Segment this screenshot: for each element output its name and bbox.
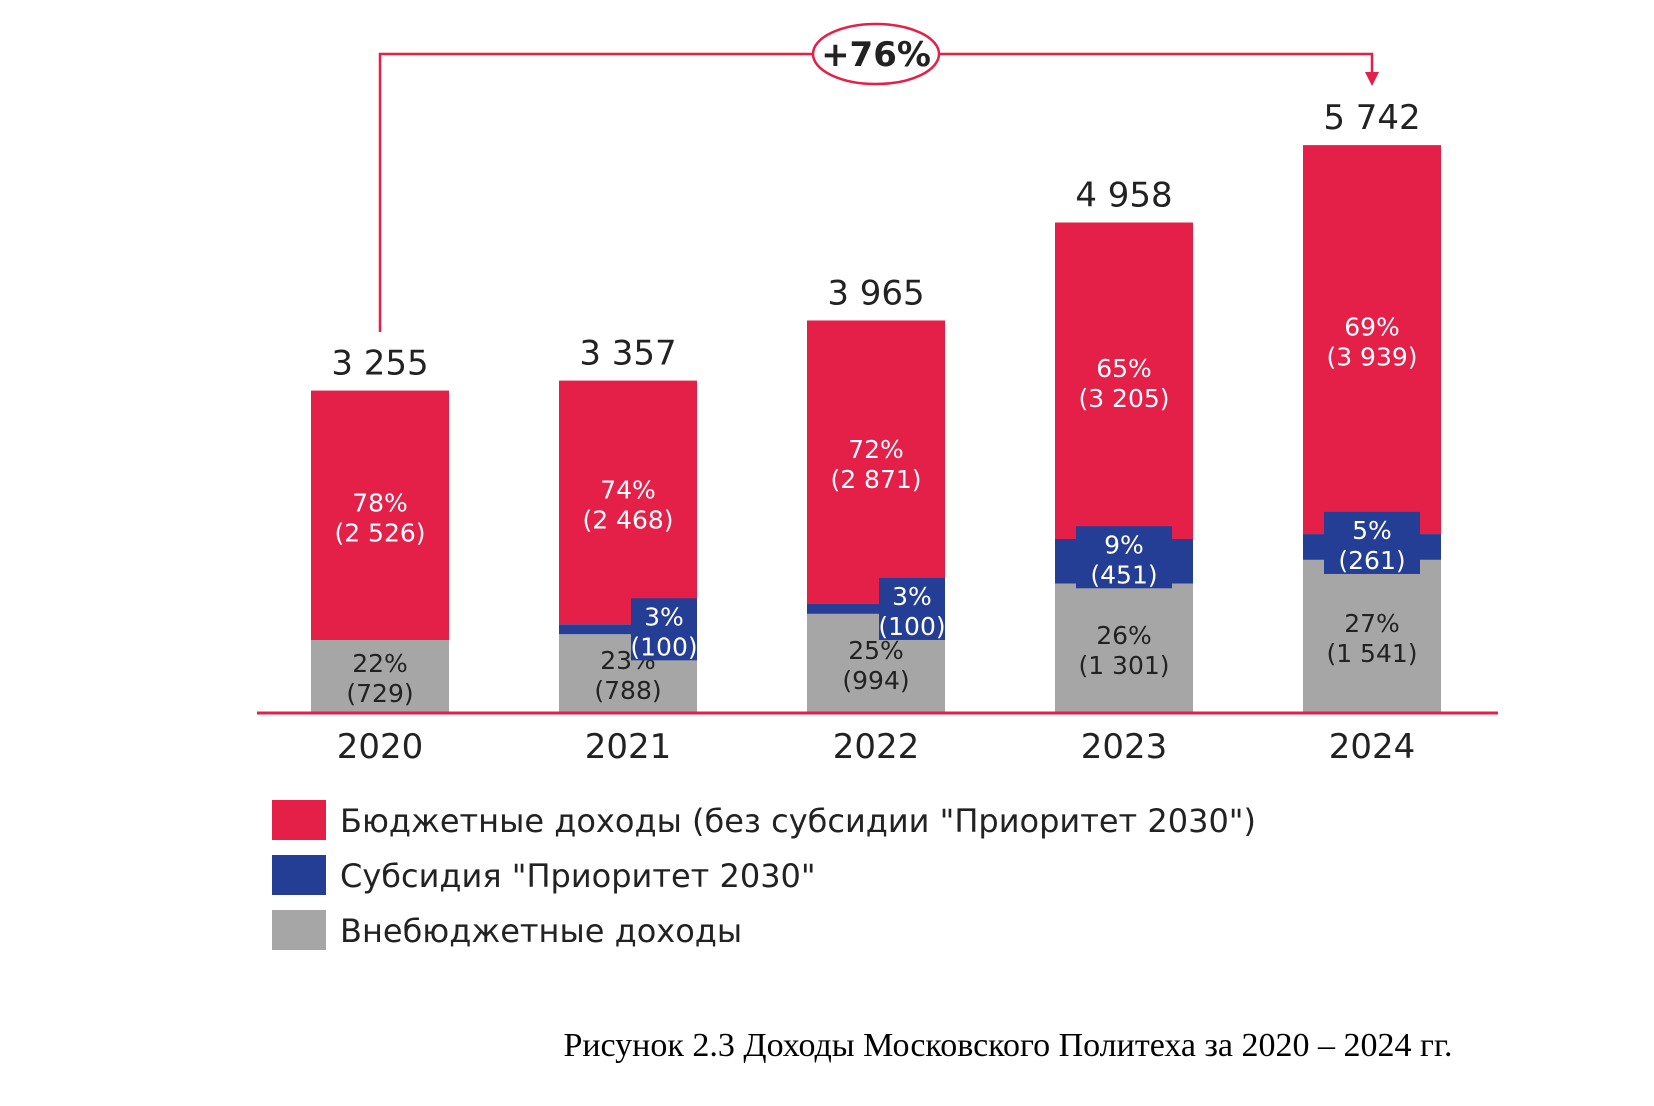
segment-percent-label: 22% <box>352 649 408 678</box>
segment-percent-label: 65% <box>1096 354 1152 383</box>
segment-percent-label: 69% <box>1344 313 1400 342</box>
segment-percent-label: 74% <box>600 475 656 504</box>
segment-value-label: (2 468) <box>582 505 673 534</box>
segment-percent-label: 3% <box>892 582 932 611</box>
segment-percent-label: 9% <box>1104 530 1144 559</box>
bar-segment-subsidy-2022 <box>807 603 945 614</box>
legend-swatch-subsidy <box>272 855 326 895</box>
legend: Бюджетные доходы (без субсидии "Приорите… <box>272 800 1256 950</box>
growth-annotation: +76% <box>378 22 1379 332</box>
subsidy-label-box <box>631 598 697 661</box>
segment-value-label: (261) <box>1338 546 1405 575</box>
segment-percent-label: 27% <box>1344 609 1400 638</box>
x-tick-label: 2024 <box>1329 727 1416 767</box>
legend-swatch-budget <box>272 800 326 840</box>
segment-value-label: (2 526) <box>334 518 425 547</box>
bar-segment-subsidy-2021 <box>559 624 697 635</box>
growth-badge-label: +76% <box>821 35 931 75</box>
bar-total-label: 4 958 <box>1075 176 1172 216</box>
segment-percent-label: 26% <box>1096 621 1152 650</box>
bar-segment-budget-2020 <box>311 390 449 641</box>
segment-value-label: (1 301) <box>1078 651 1169 680</box>
segment-value-label: (3 939) <box>1326 343 1417 372</box>
x-tick-label: 2021 <box>585 727 672 767</box>
bar-total-label: 5 742 <box>1323 98 1420 138</box>
subsidy-label-box <box>1076 526 1172 589</box>
segment-value-label: (2 871) <box>830 465 921 494</box>
segment-value-label: (100) <box>878 612 945 641</box>
subsidy-label-box <box>879 577 945 640</box>
bar-segment-extrabudget-2023 <box>1055 583 1193 712</box>
bar-segment-budget-2024 <box>1303 145 1441 535</box>
bar-segment-budget-2022 <box>807 320 945 604</box>
bar-segment-extrabudget-2020 <box>311 640 449 712</box>
bar-total-label: 3 357 <box>579 334 676 374</box>
segment-percent-label: 78% <box>352 488 408 517</box>
growth-badge <box>811 22 941 86</box>
segment-percent-label: 3% <box>644 602 684 631</box>
segment-percent-label: 5% <box>1352 516 1392 545</box>
x-tick-label: 2022 <box>833 727 920 767</box>
segment-percent-label: 25% <box>848 636 904 665</box>
segment-value-label: (451) <box>1090 560 1157 589</box>
bar-segment-budget-2021 <box>559 380 697 625</box>
bar-total-label: 3 255 <box>331 344 428 384</box>
bar-segment-budget-2023 <box>1055 222 1193 539</box>
growth-arrow-head-icon <box>1365 72 1379 86</box>
segment-value-label: (729) <box>346 679 413 708</box>
segment-value-label: (3 205) <box>1078 384 1169 413</box>
subsidy-label-box <box>1324 511 1420 574</box>
segment-value-label: (994) <box>842 666 909 695</box>
x-tick-label: 2020 <box>337 727 424 767</box>
bar-segment-extrabudget-2024 <box>1303 559 1441 712</box>
segment-value-label: (1 541) <box>1326 639 1417 668</box>
legend-swatch-extrabudget <box>272 910 326 950</box>
legend-label-budget: Бюджетные доходы (без субсидии "Приорите… <box>340 802 1256 840</box>
bar-total-label: 3 965 <box>827 273 924 313</box>
x-tick-label: 2023 <box>1081 727 1168 767</box>
legend-label-extrabudget: Внебюджетные доходы <box>340 912 742 950</box>
legend-label-subsidy: Субсидия "Приоритет 2030" <box>340 857 816 895</box>
segment-percent-label: 72% <box>848 435 904 464</box>
segment-value-label: (788) <box>594 676 661 705</box>
segment-value-label: (100) <box>630 632 697 661</box>
bars-layer <box>311 145 1441 712</box>
figure-caption: Рисунок 2.3 Доходы Московского Политеха … <box>563 1027 1452 1064</box>
